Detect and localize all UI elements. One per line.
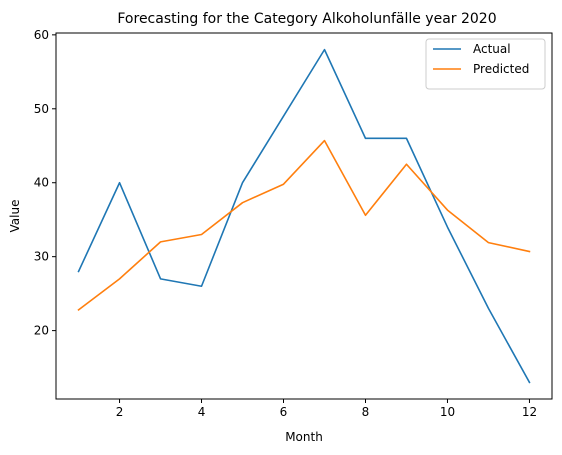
y-tick-label: 50 <box>34 102 49 116</box>
x-axis-title: Month <box>285 430 323 444</box>
series-line-predicted <box>77 139 531 312</box>
x-tick-label: 6 <box>280 405 288 419</box>
y-tick-label: 60 <box>34 28 49 42</box>
x-axis: 2 4 6 8 10 12 <box>116 399 537 419</box>
x-tick-label: 8 <box>362 405 370 419</box>
y-axis: 20 30 40 50 60 <box>34 28 56 338</box>
legend-box <box>425 38 546 90</box>
chart-title: Forecasting for the Category Alkoholunfä… <box>117 11 496 27</box>
y-tick-label: 20 <box>34 324 49 338</box>
legend: Actual Predicted <box>425 38 546 90</box>
legend-label-actual: Actual <box>473 42 511 56</box>
y-axis-title: Value <box>8 200 22 233</box>
x-tick-label: 4 <box>198 405 206 419</box>
x-tick-label: 2 <box>116 405 124 419</box>
plot-area <box>77 48 531 384</box>
y-tick-label: 40 <box>34 176 49 190</box>
x-tick-label: 12 <box>522 405 537 419</box>
series-line-actual <box>77 48 531 384</box>
y-tick-label: 30 <box>34 250 49 264</box>
axes-frame <box>55 32 553 400</box>
legend-label-predicted: Predicted <box>473 62 529 76</box>
x-tick-label: 10 <box>440 405 455 419</box>
